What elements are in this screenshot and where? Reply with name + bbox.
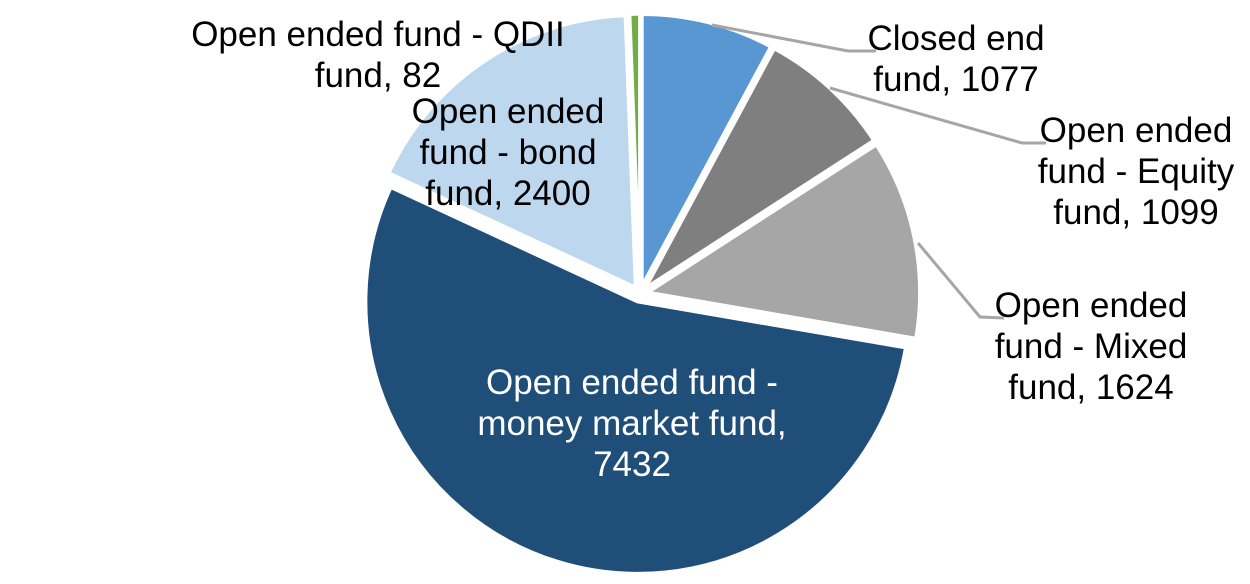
data-label-line: fund - bond: [419, 133, 597, 172]
data-label-line: money market fund,: [477, 404, 787, 443]
data-label-line: fund - Equity: [1037, 152, 1235, 191]
data-label-money-market-fund: Open ended fund - money market fund, 743…: [477, 362, 786, 485]
data-label-line: Open ended: [994, 286, 1188, 325]
pie-slice-open-ended-fund-bond-fund: [386, 13, 638, 291]
data-label-line: fund - Mixed: [994, 327, 1188, 366]
data-label-line: 7432: [593, 445, 671, 484]
data-label-line: Open ended fund - QDII: [191, 15, 565, 54]
data-label-bond-fund: Open ended fund - bond fund, 2400: [412, 91, 605, 214]
data-label-line: Open ended fund -: [486, 363, 778, 402]
data-label-mixed-fund: Open ended fund - Mixed fund, 1624: [995, 285, 1188, 408]
data-label-equity-fund: Open ended fund - Equity fund, 1099: [1038, 110, 1235, 233]
pie-slice-open-ended-fund-money-market-fund: [363, 185, 908, 576]
data-label-line: fund, 1077: [873, 60, 1039, 99]
pie-slice-open-ended-fund-qdii-fund: [627, 12, 642, 287]
data-label-line: Closed end: [867, 19, 1045, 58]
leader-line-mixed-fund: [916, 242, 1005, 320]
pie-slice-open-ended-fund-mixed-fund: [643, 142, 922, 341]
leader-line-equity-fund: [829, 86, 1046, 145]
data-label-qdii-fund: Open ended fund - QDII fund, 82: [191, 14, 565, 96]
data-label-line: fund, 82: [314, 56, 442, 95]
data-label-line: fund, 1099: [1053, 193, 1219, 232]
data-label-line: fund, 1624: [1008, 368, 1174, 407]
pie-slice-closed-end-fund: [640, 12, 774, 288]
pie-slice-open-ended-fund-equity-fund: [643, 46, 877, 290]
data-label-line: Open ended: [411, 92, 605, 131]
data-label-line: Open ended: [1039, 111, 1233, 150]
leader-line-closed-end-fund: [711, 23, 876, 53]
data-label-closed-end-fund: Closed end fund, 1077: [867, 18, 1044, 100]
data-label-line: fund, 2400: [425, 174, 591, 213]
